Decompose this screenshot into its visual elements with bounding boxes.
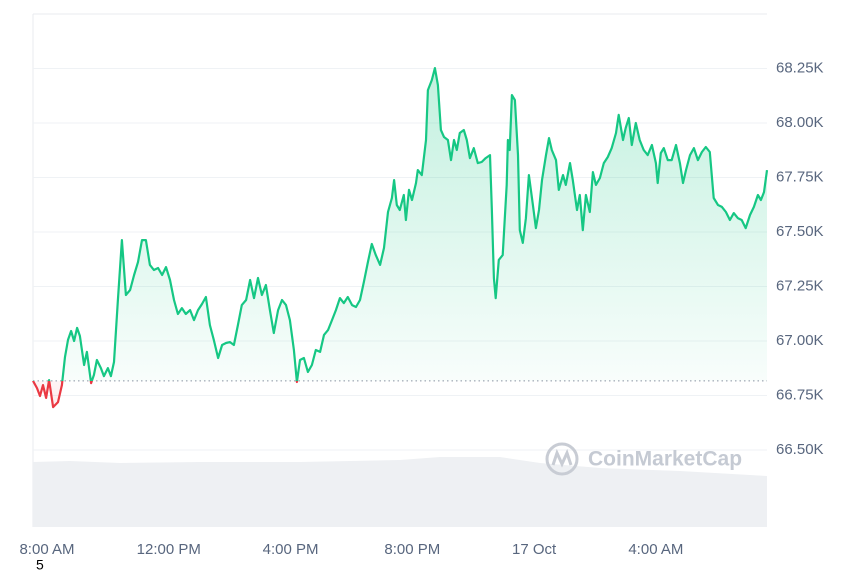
x-tick-label: 4:00 AM <box>628 541 683 558</box>
y-tick-label: 68.00K <box>776 114 824 131</box>
watermark: CoinMarketCap <box>545 442 742 476</box>
x-tick-label: 12:00 PM <box>137 541 201 558</box>
watermark-logo <box>545 442 579 476</box>
y-tick-label: 66.50K <box>776 441 824 458</box>
y-tick-label: 67.50K <box>776 223 824 240</box>
x-tick-label: 8:00 PM <box>384 541 440 558</box>
watermark-logo-mark <box>551 448 573 468</box>
y-tick-label: 67.00K <box>776 332 824 349</box>
price-line <box>32 67 769 409</box>
watermark-text: CoinMarketCap <box>588 448 742 471</box>
x-tick-label: 4:00 PM <box>263 541 319 558</box>
y-tick-label: 67.25K <box>776 277 824 294</box>
y-tick-label: 67.75K <box>776 168 824 185</box>
x-tick-label: 8:00 AM <box>19 541 74 558</box>
x-tick-label: 17 Oct <box>512 541 557 558</box>
y-tick-label: 66.75K <box>776 387 824 404</box>
price-area <box>33 68 767 408</box>
footnote: 5 <box>36 557 44 573</box>
volume-area <box>33 457 767 527</box>
y-tick-label: 68.25K <box>776 59 824 76</box>
